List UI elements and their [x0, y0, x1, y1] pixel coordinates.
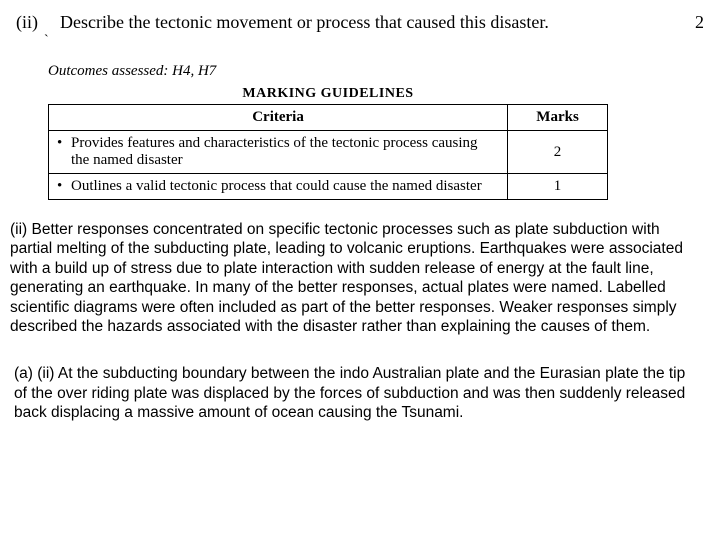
bullet-icon: •	[57, 135, 71, 152]
stray-mark: `	[0, 33, 720, 49]
criteria-text: Outlines a valid tectonic process that c…	[71, 178, 499, 195]
outcomes-assessed: Outcomes assessed: H4, H7	[0, 49, 720, 86]
criteria-cell: • Provides features and characteristics …	[49, 131, 508, 174]
marking-guidelines-title: MARKING GUIDELINES	[48, 86, 608, 104]
table-row: • Outlines a valid tectonic process that…	[49, 174, 608, 200]
criteria-text: Provides features and characteristics of…	[71, 135, 499, 169]
question-text: Describe the tectonic movement or proces…	[60, 12, 684, 33]
rubric-table: Criteria Marks • Provides features and c…	[48, 104, 608, 200]
marks-cell: 2	[508, 131, 608, 174]
criteria-cell: • Outlines a valid tectonic process that…	[49, 174, 508, 200]
bullet-icon: •	[57, 178, 71, 195]
question-row: (ii) Describe the tectonic movement or p…	[0, 0, 720, 33]
question-number: (ii)	[16, 12, 60, 33]
marks-cell: 1	[508, 174, 608, 200]
examiner-commentary: (ii) Better responses concentrated on sp…	[0, 200, 720, 336]
table-row: • Provides features and characteristics …	[49, 131, 608, 174]
sample-answer: (a) (ii) At the subducting boundary betw…	[0, 336, 720, 422]
marks-header: Marks	[508, 105, 608, 131]
question-marks: 2	[684, 12, 704, 33]
criteria-header: Criteria	[49, 105, 508, 131]
table-header-row: Criteria Marks	[49, 105, 608, 131]
